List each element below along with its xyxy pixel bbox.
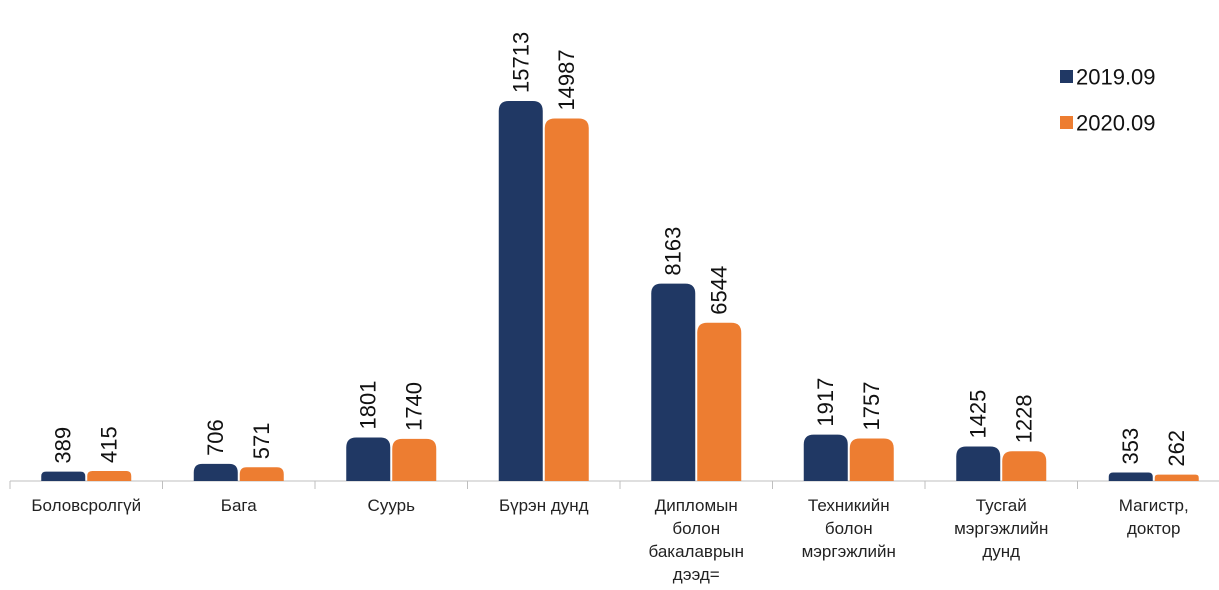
bar-2020.09	[239, 467, 284, 481]
category-label: Боловсролгүй	[31, 496, 141, 515]
data-label: 1425	[966, 390, 991, 439]
data-label: 6544	[707, 266, 732, 315]
data-label: 353	[1118, 428, 1143, 465]
bar-2020.09	[697, 322, 742, 481]
bar-2019.09	[498, 101, 543, 481]
data-label: 1917	[813, 378, 838, 427]
data-label: 8163	[661, 227, 686, 276]
category-label: Техникийн болон мэргэжлийн	[802, 496, 896, 561]
bar-2020.09	[1002, 451, 1047, 481]
category-label: Дипломын болон бакалаврын дээд=	[648, 496, 744, 584]
category-label: Тусгай мэргэжлийн дунд	[954, 496, 1048, 561]
bar-2019.09	[193, 463, 238, 481]
bar-2020.09	[87, 470, 132, 481]
data-label: 262	[1164, 430, 1189, 467]
data-label: 415	[97, 426, 122, 463]
bar-2019.09	[651, 283, 696, 481]
data-label: 1757	[859, 382, 884, 431]
bar-2020.09	[1154, 474, 1199, 481]
bars-group	[41, 101, 1199, 481]
bar-2019.09	[346, 437, 391, 481]
data-label: 1740	[402, 382, 427, 431]
category-labels-group: Боловсролгүй Бага Суурь Бүрэн дунд Дипломын б…	[31, 496, 1188, 584]
legend: 2019.09 2020.09	[1060, 65, 1156, 136]
bar-2019.09	[956, 446, 1001, 481]
data-labels-group: 389 415 706 571 1801 1740 15713 14987 8163 6544 19…	[51, 32, 1190, 467]
x-axis-ticks	[9, 481, 1078, 489]
bar-2020.09	[392, 438, 437, 481]
bar-2020.09	[849, 438, 894, 481]
bar-2019.09	[1108, 472, 1153, 481]
data-label: 1228	[1012, 394, 1037, 443]
category-label: Магистр, доктор	[1119, 496, 1189, 538]
category-label: Бүрэн дунд	[499, 496, 589, 515]
data-label: 389	[51, 427, 76, 464]
legend-swatch	[1060, 70, 1073, 83]
legend-swatch	[1060, 116, 1073, 129]
bar-2019.09	[803, 434, 848, 481]
bar-2020.09	[544, 118, 589, 481]
legend-label: 2020.09	[1076, 111, 1156, 136]
legend-label: 2019.09	[1076, 65, 1156, 90]
data-label: 706	[203, 419, 228, 456]
bar-2019.09	[41, 471, 86, 481]
data-label: 571	[249, 422, 274, 459]
data-label: 15713	[508, 32, 533, 93]
category-label: Суурь	[368, 496, 416, 515]
data-label: 1801	[356, 380, 381, 429]
category-label: Бага	[221, 496, 257, 515]
data-label: 14987	[554, 49, 579, 110]
